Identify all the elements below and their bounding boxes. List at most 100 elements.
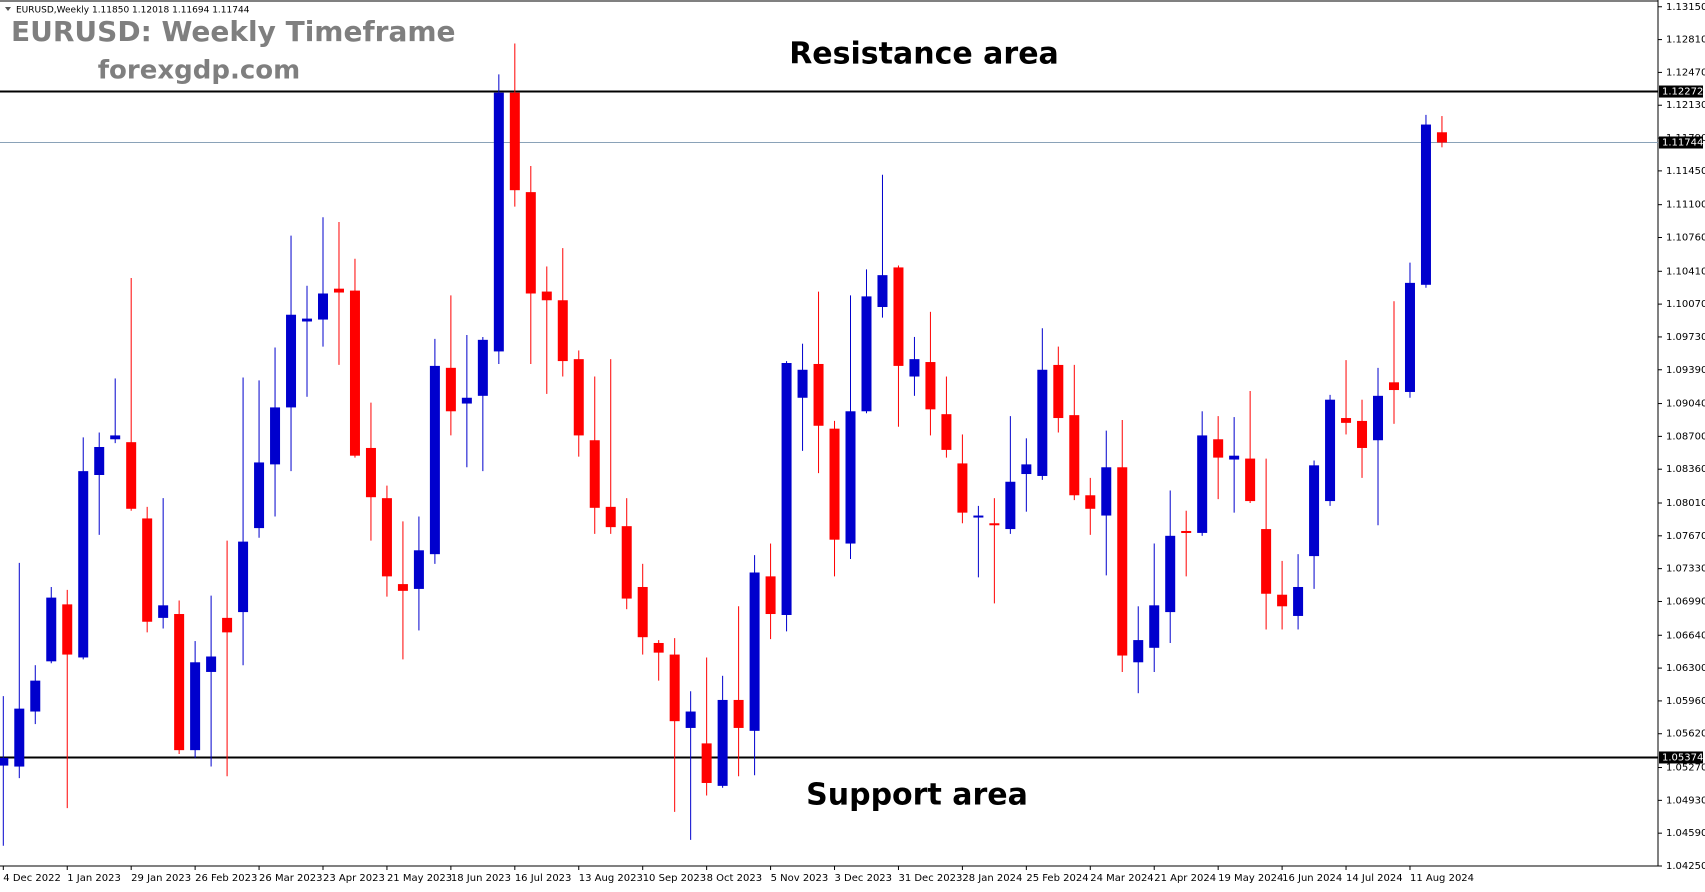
candle-body bbox=[461, 397, 472, 404]
candle-body bbox=[206, 656, 217, 672]
candle-body bbox=[1309, 465, 1320, 557]
y-tick-label: 1.10760 bbox=[1666, 232, 1705, 243]
candle-body bbox=[238, 541, 249, 613]
x-tick-label: 4 Dec 2022 bbox=[3, 873, 61, 884]
candle-body bbox=[413, 550, 424, 589]
candle-body bbox=[381, 498, 392, 577]
candle-body bbox=[733, 699, 744, 728]
candle-body bbox=[525, 192, 536, 294]
candle-body bbox=[222, 617, 233, 633]
y-tick-label: 1.04590 bbox=[1666, 828, 1705, 839]
x-tick-label: 31 Dec 2023 bbox=[898, 873, 962, 884]
candle-body bbox=[621, 526, 632, 599]
x-tick-label: 29 Jan 2023 bbox=[131, 873, 191, 884]
candle-body bbox=[509, 92, 520, 191]
candle-body bbox=[1277, 594, 1288, 607]
x-tick-label: 25 Feb 2024 bbox=[1026, 873, 1088, 884]
candle-body bbox=[685, 711, 696, 728]
candle-body bbox=[813, 363, 824, 426]
candle-body bbox=[701, 743, 712, 783]
candle-body bbox=[925, 362, 936, 410]
candle-body bbox=[1245, 458, 1256, 502]
candle-body bbox=[94, 446, 105, 475]
candle-body bbox=[637, 586, 648, 638]
candle-body bbox=[429, 365, 440, 555]
y-tick-label: 1.09390 bbox=[1666, 365, 1705, 376]
candle-body bbox=[1213, 439, 1224, 458]
y-tick-label: 1.13150 bbox=[1666, 2, 1705, 13]
x-tick-label: 3 Dec 2023 bbox=[835, 873, 893, 884]
y-tick-label: 1.12810 bbox=[1666, 35, 1705, 46]
y-tick-label: 1.05620 bbox=[1666, 729, 1705, 740]
candle-body bbox=[110, 435, 121, 440]
y-tick-label: 1.11450 bbox=[1666, 166, 1705, 177]
candle-body bbox=[1165, 535, 1176, 613]
y-tick-label: 1.04250 bbox=[1666, 861, 1705, 872]
candle-body bbox=[1053, 364, 1064, 419]
y-tick-label: 1.10410 bbox=[1666, 266, 1705, 277]
candle-body bbox=[254, 462, 265, 529]
candle-body bbox=[589, 440, 600, 508]
y-tick-label: 1.09730 bbox=[1666, 332, 1705, 343]
candle-body bbox=[781, 363, 792, 615]
candle-body bbox=[1117, 467, 1128, 656]
candle-body bbox=[142, 518, 153, 622]
candle-body bbox=[861, 296, 872, 412]
candle-body bbox=[190, 662, 201, 751]
candle-body bbox=[62, 604, 73, 655]
bid-label: 1.11744 bbox=[1662, 137, 1703, 148]
candle-body bbox=[1021, 464, 1032, 475]
y-tick-label: 1.12470 bbox=[1666, 67, 1705, 78]
candle-body bbox=[1325, 399, 1336, 502]
candle-body bbox=[1341, 418, 1352, 423]
candle-body bbox=[1149, 605, 1160, 648]
candle-body bbox=[1101, 467, 1112, 516]
candle-body bbox=[477, 339, 488, 396]
y-tick-label: 1.08360 bbox=[1666, 464, 1705, 475]
candle-body bbox=[174, 614, 185, 751]
candle-body bbox=[877, 275, 888, 308]
candle-body bbox=[717, 699, 728, 786]
y-tick-label: 1.07330 bbox=[1666, 564, 1705, 575]
candle-body bbox=[1005, 481, 1016, 530]
y-tick-label: 1.07670 bbox=[1666, 531, 1705, 542]
symbol-icon bbox=[5, 7, 11, 11]
x-tick-label: 28 Jan 2024 bbox=[962, 873, 1022, 884]
candle-body bbox=[669, 654, 680, 722]
x-tick-label: 13 Aug 2023 bbox=[579, 873, 643, 884]
x-tick-label: 10 Sep 2023 bbox=[643, 873, 706, 884]
candle-body bbox=[1293, 586, 1304, 616]
candle-body bbox=[1373, 395, 1384, 441]
candle-body bbox=[909, 359, 920, 377]
y-tick-label: 1.06300 bbox=[1666, 663, 1705, 674]
annotation: Support area bbox=[806, 778, 1028, 813]
candle-body bbox=[365, 447, 376, 498]
symbol-info: EURUSD,Weekly 1.11850 1.12018 1.11694 1.… bbox=[16, 6, 250, 16]
candle-body bbox=[749, 572, 760, 731]
x-tick-label: 5 Nov 2023 bbox=[771, 873, 829, 884]
candle-body bbox=[557, 300, 568, 362]
y-tick-label: 1.11100 bbox=[1666, 200, 1705, 211]
candle-body bbox=[1181, 530, 1192, 533]
y-tick-label: 1.04930 bbox=[1666, 795, 1705, 806]
candle-body bbox=[1404, 282, 1415, 392]
candle-body bbox=[765, 576, 776, 615]
x-tick-label: 21 Apr 2024 bbox=[1154, 873, 1216, 884]
candle-body bbox=[1357, 420, 1368, 448]
candle-body bbox=[14, 708, 25, 767]
candle-body bbox=[333, 288, 344, 293]
candle-body bbox=[1069, 415, 1080, 496]
candle-body bbox=[1436, 132, 1447, 143]
candle-body bbox=[1085, 495, 1096, 509]
candle-body bbox=[78, 471, 89, 658]
candle-body bbox=[270, 407, 281, 465]
candle-body bbox=[1037, 369, 1048, 476]
y-tick-label: 1.08010 bbox=[1666, 498, 1705, 509]
x-tick-label: 1 Jan 2023 bbox=[67, 873, 121, 884]
candle-body bbox=[318, 293, 328, 320]
candle-body bbox=[893, 267, 904, 366]
x-tick-label: 18 Jun 2023 bbox=[451, 873, 511, 884]
y-tick-label: 1.05270 bbox=[1666, 763, 1705, 774]
level-label-box bbox=[1659, 85, 1703, 98]
level-label-box bbox=[1659, 751, 1703, 764]
